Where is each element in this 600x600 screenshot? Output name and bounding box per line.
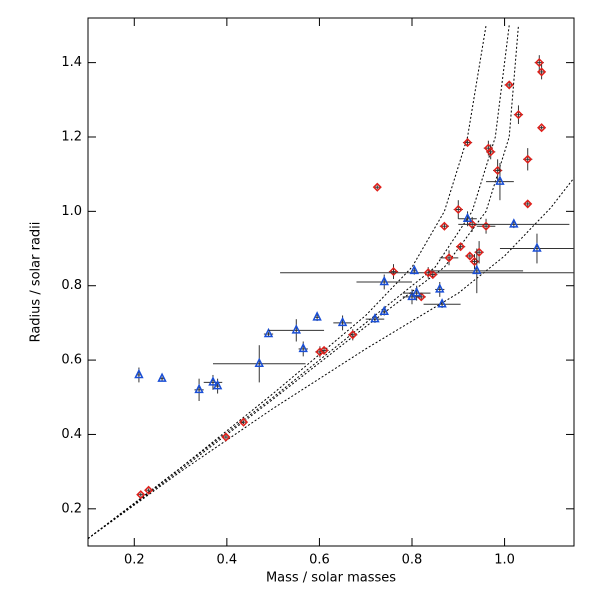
triangle-point <box>254 357 264 368</box>
x-tick-label: 0.6 <box>309 553 330 568</box>
x-tick-label: 0.2 <box>124 553 145 568</box>
triangle-point <box>437 298 447 308</box>
triangle-point <box>291 324 301 334</box>
triangle-point <box>157 372 167 382</box>
diamond-point <box>465 251 475 261</box>
diamond-point <box>319 345 329 355</box>
diamond-point <box>453 204 463 215</box>
plot-frame <box>87 17 575 547</box>
triangle-point <box>411 286 422 297</box>
diamond-point <box>462 138 473 148</box>
diamond-point <box>144 485 154 495</box>
diamond-point <box>136 490 146 500</box>
diamond-point <box>537 67 547 77</box>
model-curve <box>88 25 487 539</box>
y-tick-label: 1.4 <box>61 55 82 70</box>
triangle-point <box>409 264 420 275</box>
triangle-point <box>194 383 204 394</box>
y-tick-label: 1.2 <box>61 129 82 144</box>
y-tick-label: 0.4 <box>61 427 82 442</box>
triangle-point <box>379 305 389 315</box>
triangle-point <box>472 264 482 275</box>
triangle-point <box>212 379 223 390</box>
x-tick-label: 0.4 <box>217 553 238 568</box>
diamond-point <box>372 182 382 192</box>
triangle-point <box>462 212 473 223</box>
diamond-point <box>444 253 454 263</box>
diamond-point <box>486 147 496 157</box>
y-tick-label: 0.6 <box>61 353 82 368</box>
triangle-point <box>312 311 322 321</box>
y-axis-label: Radius / solar radii <box>29 222 44 343</box>
triangle-point <box>208 376 218 386</box>
diamond-point <box>388 267 399 277</box>
diamond-point <box>534 58 544 68</box>
triangle-point <box>263 327 274 338</box>
diamond-point <box>439 221 449 231</box>
y-tick-label: 0.2 <box>61 501 82 516</box>
model-curve <box>88 25 519 539</box>
triangle-point <box>134 368 144 379</box>
model-curve <box>88 177 574 539</box>
diamond-point <box>523 199 533 209</box>
triangle-point <box>495 175 505 185</box>
triangle-point <box>370 313 380 323</box>
diamond-point <box>348 330 358 340</box>
triangle-point <box>379 275 389 286</box>
diamond-point <box>221 432 231 442</box>
triangle-point <box>298 342 308 353</box>
y-tick-label: 0.8 <box>61 278 82 293</box>
x-tick-label: 1.0 <box>494 553 515 568</box>
diamond-point <box>513 110 524 120</box>
diamond-point <box>238 417 249 427</box>
triangle-point <box>435 283 445 293</box>
model-curve <box>88 25 510 539</box>
diamond-point <box>428 270 438 280</box>
diamond-point <box>481 221 491 231</box>
diamond-point <box>504 80 514 90</box>
triangle-point <box>509 218 519 228</box>
diamond-point <box>456 242 466 252</box>
y-tick-label: 1.0 <box>61 204 82 219</box>
diamond-point <box>537 123 547 133</box>
x-axis-label: Mass / solar masses <box>266 571 396 586</box>
triangle-point <box>532 242 542 252</box>
diamond-point <box>467 219 477 229</box>
triangle-point <box>337 316 348 327</box>
diamond-point <box>523 154 533 164</box>
x-tick-label: 0.8 <box>402 553 423 568</box>
diamond-point <box>423 268 433 278</box>
